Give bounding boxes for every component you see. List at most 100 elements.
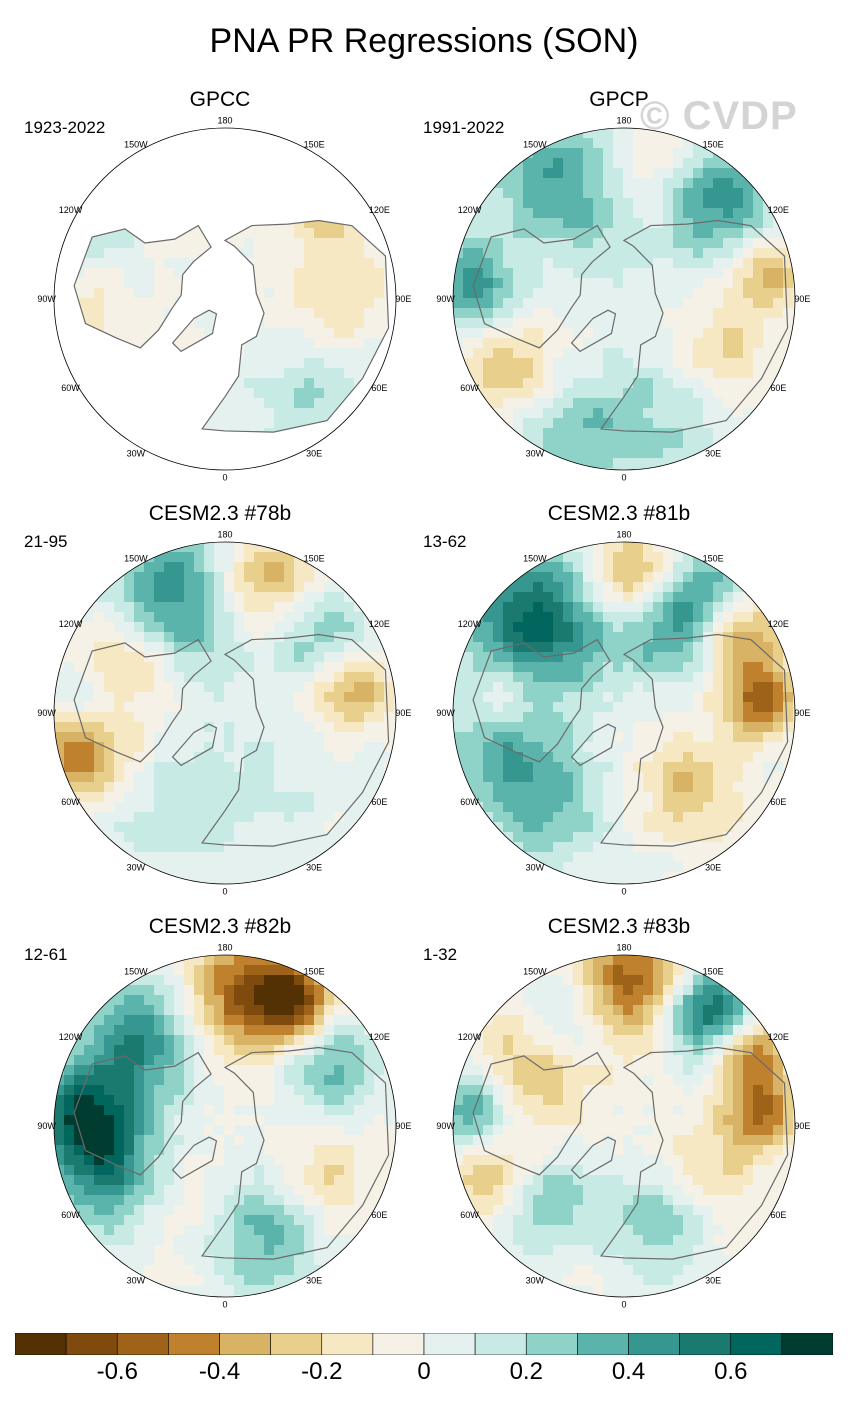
field-cell [503,832,514,843]
field-cell [613,862,624,873]
field-cell [653,138,664,149]
field-cell [374,328,385,339]
field-cell [254,1165,265,1176]
field-cell [84,1085,95,1096]
field-cell [613,388,624,399]
field-cell [154,1055,165,1066]
field-cell [164,438,175,449]
field-cell [184,1045,195,1056]
longitude-label: 120W [458,619,482,629]
field-cell [713,358,724,369]
field-cell [394,752,396,763]
longitude-label: 150W [124,140,148,150]
field-cell [304,308,315,319]
field-cell [154,418,165,429]
field-cell [703,298,714,309]
field-cell [673,218,684,229]
field-cell [294,188,305,199]
field-cell [194,672,205,683]
field-cell [204,692,215,703]
field-cell [304,408,315,419]
field-cell [84,1195,95,1206]
field-cell [583,762,594,773]
field-cell [453,732,464,743]
field-cell [204,1045,215,1056]
field-cell [214,592,225,603]
field-cell [613,802,624,813]
field-cell [154,742,165,753]
field-cell [264,418,275,429]
field-cell [633,572,644,583]
field-cell [314,288,325,299]
field-cell [94,1195,105,1206]
field-cell [254,562,265,573]
field-cell [653,128,664,139]
field-cell [623,562,634,573]
field-cell [573,338,584,349]
field-cell [174,965,185,976]
field-cell [124,582,135,593]
field-cell [194,1095,205,1106]
field-cell [244,1165,255,1176]
field-cell [753,228,764,239]
field-cell [234,220,245,229]
field-cell [543,702,554,713]
field-cell [563,652,574,663]
field-cell [294,1085,305,1096]
field-cell [234,388,245,399]
field-cell [713,268,724,279]
field-cell [683,632,694,643]
field-cell [214,792,225,803]
field-cell [184,1015,195,1026]
field-cell [683,612,694,623]
field-cell [563,612,574,623]
field-cell [164,812,175,823]
field-cell [304,772,315,783]
field-cell [633,198,644,209]
field-cell [643,178,654,189]
field-cell [653,562,664,573]
field-cell [473,672,484,683]
field-cell [154,1175,165,1186]
field-cell [573,308,584,319]
field-cell [324,288,335,299]
field-cell [753,662,764,673]
field-cell [683,268,694,279]
regression-field [54,542,396,884]
field-cell [224,742,235,753]
field-cell [154,955,165,966]
field-cell [623,542,634,553]
field-cell [453,318,464,329]
field-cell [104,418,115,429]
field-cell [94,1025,105,1036]
field-cell [104,348,115,359]
field-cell [164,418,175,429]
field-cell [683,872,694,883]
field-cell [264,642,275,653]
field-cell [114,1135,125,1146]
field-cell [234,1135,245,1146]
field-cell [783,248,794,259]
field-cell [563,448,574,459]
field-cell [54,328,65,339]
field-cell [553,592,564,603]
field-cell [74,278,85,289]
field-cell [513,752,524,763]
field-cell [354,732,365,743]
field-cell [304,1025,315,1036]
field-cell [264,702,275,713]
field-cell [84,762,95,773]
field-cell [613,298,624,309]
field-cell [294,702,305,713]
field-cell [613,752,624,763]
field-cell [194,882,205,884]
field-cell [294,995,305,1006]
field-cell [124,632,135,643]
field-cell [74,1035,85,1046]
field-cell [334,792,345,803]
field-cell [144,220,155,229]
field-cell [104,692,115,703]
field-cell [224,712,235,723]
field-cell [603,642,614,653]
field-cell [234,712,245,723]
